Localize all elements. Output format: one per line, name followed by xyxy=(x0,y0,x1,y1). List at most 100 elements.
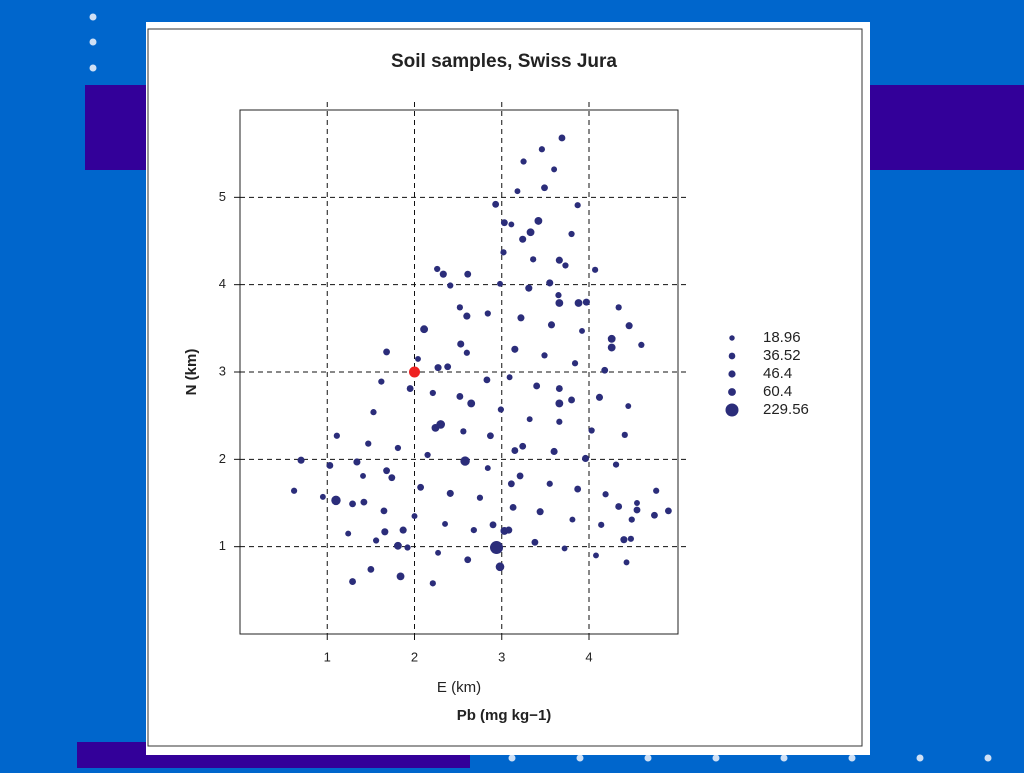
point xyxy=(534,217,543,225)
point xyxy=(612,461,620,468)
point xyxy=(326,462,334,469)
point xyxy=(460,428,467,435)
point xyxy=(345,530,352,537)
point xyxy=(420,325,429,334)
point xyxy=(492,200,500,208)
size-label: Pb (mg kg−1) xyxy=(457,707,552,724)
point xyxy=(476,494,484,501)
point xyxy=(574,202,581,209)
chart-title: Soil samples, Swiss Jura xyxy=(391,51,617,72)
point xyxy=(508,221,515,228)
point xyxy=(456,393,464,400)
point xyxy=(447,282,454,289)
point xyxy=(546,279,554,287)
point xyxy=(380,507,388,515)
point xyxy=(555,399,564,408)
point xyxy=(530,256,537,263)
point xyxy=(511,447,519,455)
x-tick-label: 4 xyxy=(585,649,592,664)
point xyxy=(457,340,465,348)
point xyxy=(602,491,609,498)
point xyxy=(486,432,494,440)
point xyxy=(495,562,505,572)
point xyxy=(460,456,470,466)
point xyxy=(546,480,553,487)
point xyxy=(463,312,471,320)
point xyxy=(591,266,599,273)
point xyxy=(446,489,454,497)
point xyxy=(519,235,527,243)
point xyxy=(558,134,566,142)
point xyxy=(569,516,576,523)
point xyxy=(561,545,568,552)
point xyxy=(483,376,491,384)
point xyxy=(509,503,517,511)
point xyxy=(484,310,491,317)
point xyxy=(429,389,436,397)
point xyxy=(574,299,583,307)
point xyxy=(319,493,326,500)
point xyxy=(415,355,421,362)
point xyxy=(394,444,402,452)
point xyxy=(444,363,452,371)
point xyxy=(519,442,527,450)
legend-marker xyxy=(729,335,735,341)
point xyxy=(489,521,497,529)
point xyxy=(367,565,375,573)
x-tick-label: 3 xyxy=(498,649,505,664)
point xyxy=(615,503,623,510)
point xyxy=(406,385,414,393)
point xyxy=(434,364,442,372)
point xyxy=(394,541,402,550)
point xyxy=(574,485,582,493)
point xyxy=(360,472,366,479)
point xyxy=(579,328,585,334)
point xyxy=(349,500,356,508)
point xyxy=(506,374,513,381)
point xyxy=(550,447,558,456)
point xyxy=(372,537,380,544)
legend-marker xyxy=(728,370,736,378)
point xyxy=(464,556,472,564)
panel-border xyxy=(147,28,863,747)
point xyxy=(620,536,628,544)
point xyxy=(568,230,575,238)
point xyxy=(463,349,470,356)
point xyxy=(378,378,385,385)
point xyxy=(623,559,630,566)
point xyxy=(582,298,590,306)
point xyxy=(551,166,558,173)
point xyxy=(533,382,541,390)
point xyxy=(404,544,411,551)
point xyxy=(424,451,431,459)
legend-label: 46.4 xyxy=(763,365,792,382)
point xyxy=(349,578,356,586)
point xyxy=(556,418,563,425)
point xyxy=(581,454,590,463)
point xyxy=(598,521,605,528)
point xyxy=(439,270,447,278)
point xyxy=(593,552,599,559)
point xyxy=(526,228,535,237)
point xyxy=(442,521,448,527)
point xyxy=(353,458,361,466)
point xyxy=(456,304,463,311)
point xyxy=(467,399,476,408)
point xyxy=(628,516,635,523)
point xyxy=(531,538,539,546)
y-tick-label: 2 xyxy=(219,451,226,466)
point xyxy=(500,219,508,227)
point xyxy=(541,352,548,359)
y-axis-label: N (km) xyxy=(183,349,200,396)
point xyxy=(431,423,440,432)
point xyxy=(526,416,533,423)
point xyxy=(653,487,660,494)
point xyxy=(500,249,507,256)
point xyxy=(621,431,628,438)
point xyxy=(381,528,389,536)
point xyxy=(607,334,616,343)
point xyxy=(627,535,635,542)
point xyxy=(297,456,305,464)
x-axis-label: E (km) xyxy=(437,679,481,696)
point xyxy=(470,526,477,534)
